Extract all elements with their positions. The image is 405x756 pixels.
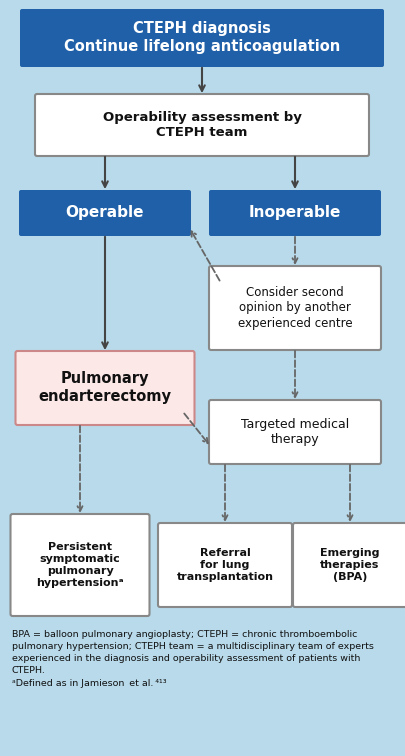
FancyBboxPatch shape bbox=[209, 190, 381, 236]
Text: Referral
for lung
transplantation: Referral for lung transplantation bbox=[177, 548, 273, 582]
Text: Operability assessment by
CTEPH team: Operability assessment by CTEPH team bbox=[102, 110, 301, 139]
FancyBboxPatch shape bbox=[19, 190, 191, 236]
Text: Consider second
opinion by another
experienced centre: Consider second opinion by another exper… bbox=[238, 286, 352, 330]
FancyBboxPatch shape bbox=[20, 9, 384, 67]
FancyBboxPatch shape bbox=[35, 94, 369, 156]
Text: BPA = balloon pulmonary angioplasty; CTEPH = chronic thromboembolic
pulmonary hy: BPA = balloon pulmonary angioplasty; CTE… bbox=[12, 630, 374, 688]
Text: Targeted medical
therapy: Targeted medical therapy bbox=[241, 418, 349, 446]
Text: Emerging
therapies
(BPA): Emerging therapies (BPA) bbox=[320, 548, 380, 582]
Text: CTEPH diagnosis
Continue lifelong anticoagulation: CTEPH diagnosis Continue lifelong antico… bbox=[64, 21, 340, 54]
FancyBboxPatch shape bbox=[11, 514, 149, 616]
FancyBboxPatch shape bbox=[209, 266, 381, 350]
Text: Persistent
symptomatic
pulmonary
hypertensionᵃ: Persistent symptomatic pulmonary hyperte… bbox=[36, 542, 124, 588]
Text: Inoperable: Inoperable bbox=[249, 206, 341, 221]
FancyBboxPatch shape bbox=[293, 523, 405, 607]
FancyBboxPatch shape bbox=[209, 400, 381, 464]
Text: Operable: Operable bbox=[66, 206, 144, 221]
Text: Pulmonary
endarterectomy: Pulmonary endarterectomy bbox=[38, 371, 171, 404]
FancyBboxPatch shape bbox=[15, 351, 194, 425]
FancyBboxPatch shape bbox=[158, 523, 292, 607]
